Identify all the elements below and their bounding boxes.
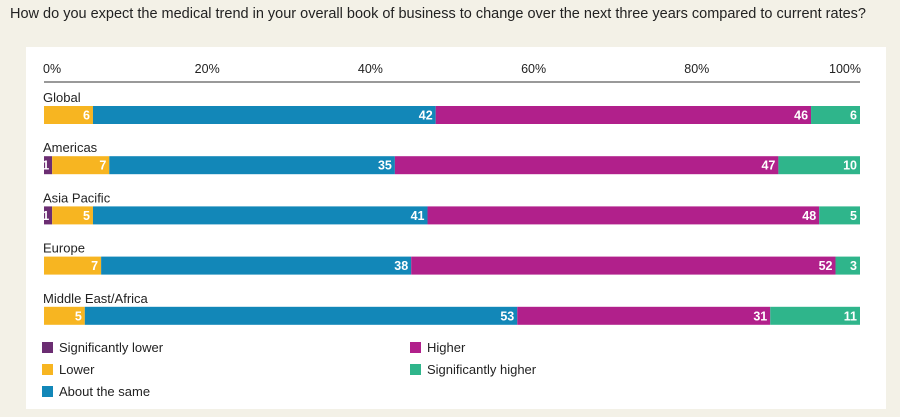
data-label: 52 [819, 259, 833, 273]
x-tick-label: 20% [195, 62, 220, 76]
data-label: 48 [802, 209, 816, 223]
bar-segment-significantly-higher [778, 156, 860, 175]
category-label: Middle East/Africa [43, 291, 149, 306]
legend-label-lower: Lower [59, 361, 95, 377]
data-label: 10 [843, 159, 857, 173]
bar-segment-lower [52, 156, 110, 175]
bar-segment-higher [427, 206, 820, 225]
bar-segment-lower [52, 206, 93, 225]
legend-swatch-significantly-higher [410, 363, 421, 375]
bar-segment-about-the-same [84, 306, 518, 325]
x-tick-label: 80% [684, 62, 709, 76]
bar-segment-about-the-same [92, 106, 436, 124]
data-label: 35 [378, 159, 392, 173]
category-label: Americas [43, 140, 98, 155]
data-label: 6 [850, 109, 857, 123]
bar-segment-higher [411, 256, 836, 275]
bar-segment-about-the-same [109, 156, 395, 175]
data-label: 5 [83, 209, 90, 223]
x-tick-label: 60% [521, 62, 546, 76]
bar-segment-higher [435, 106, 812, 124]
data-label: 47 [761, 159, 775, 173]
bar-segment-significantly-higher [835, 256, 860, 275]
data-label: 53 [500, 309, 514, 323]
data-label: 5 [75, 309, 82, 323]
data-label: 38 [394, 259, 408, 273]
x-tick-label: 0% [43, 62, 61, 76]
data-label: 46 [794, 109, 808, 123]
data-label: 41 [411, 209, 425, 223]
data-label: 31 [753, 309, 767, 323]
legend-swatch-higher [410, 341, 421, 353]
bar-segment-significantly-lower [44, 156, 53, 175]
category-label: Europe [43, 241, 85, 256]
legend-item-significantly-higher: Significantly higher [410, 361, 536, 377]
data-label: 7 [99, 159, 106, 173]
bar-segment-lower [44, 306, 85, 325]
category-label: Global [43, 90, 81, 105]
bar-segment-significantly-lower [44, 206, 53, 225]
bar-segment-lower [44, 106, 93, 124]
category-label: Asia Pacific [43, 190, 111, 205]
data-label: 1 [42, 159, 49, 173]
x-tick-label: 40% [358, 62, 383, 76]
data-label: 1 [42, 209, 49, 223]
bar-segment-higher [394, 156, 779, 175]
bar-segment-about-the-same [92, 206, 428, 225]
legend-label-significantly-higher: Significantly higher [427, 361, 537, 377]
chart-panel: 0% 20% 40% 60% 80% 100% Global 6 42 46 6 Americas 1 7… [26, 47, 886, 409]
bar-segment-about-the-same [101, 256, 412, 275]
bar-segment-lower [44, 256, 102, 275]
x-tick-label: 100% [829, 62, 861, 76]
bar-segment-significantly-higher [770, 306, 860, 325]
legend-swatch-lower [42, 363, 53, 375]
bar-segment-higher [517, 306, 771, 325]
bar-segment-significantly-higher [819, 206, 860, 225]
legend-label-about-the-same: About the same [59, 383, 151, 399]
legend-swatch-significantly-lower [42, 341, 53, 353]
data-label: 42 [419, 109, 433, 123]
data-label: 3 [850, 259, 857, 273]
legend-swatch-about-the-same [42, 385, 53, 397]
legend-item-about-the-same: About the same [42, 383, 150, 399]
data-label: 7 [91, 259, 98, 273]
data-label: 5 [850, 209, 857, 223]
legend-item-lower: Lower [42, 361, 94, 377]
legend-label-significantly-lower: Significantly lower [59, 339, 164, 355]
data-label: 11 [844, 309, 857, 323]
legend-label-higher: Higher [427, 339, 466, 355]
data-label: 6 [83, 109, 90, 123]
bar-segment-significantly-higher [811, 106, 860, 124]
chart-title: How do you expect the medical trend in y… [10, 6, 866, 22]
legend-item-significantly-lower: Significantly lower [42, 339, 163, 355]
legend-item-higher: Higher [410, 339, 465, 355]
